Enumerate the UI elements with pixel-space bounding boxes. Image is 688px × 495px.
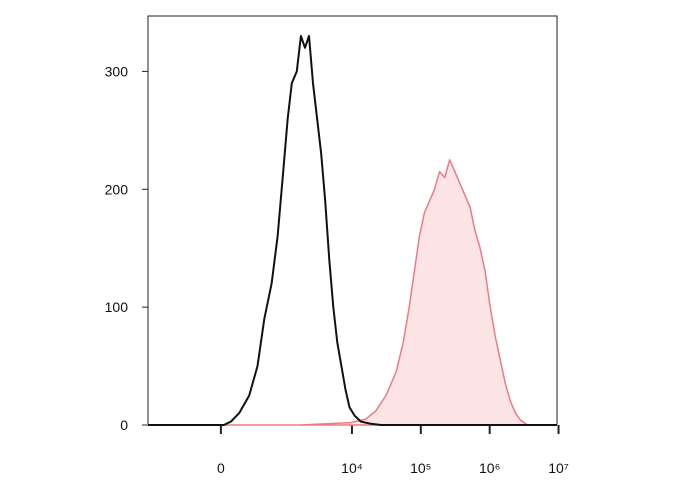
y-tick-label: 300 — [105, 63, 129, 79]
x-tick-label: 0 — [217, 460, 225, 476]
y-tick-label: 100 — [105, 299, 129, 315]
y-tick-label: 0 — [120, 417, 128, 433]
y-tick-label: 200 — [105, 181, 129, 197]
histogram-area — [147, 159, 558, 426]
x-tick-label: 10⁶ — [479, 460, 500, 476]
x-tick-label: 10⁴ — [341, 460, 363, 476]
histogram-line — [148, 35, 557, 426]
x-tick-label: 10⁷ — [548, 460, 569, 476]
x-tick-label: 10⁵ — [410, 460, 431, 476]
